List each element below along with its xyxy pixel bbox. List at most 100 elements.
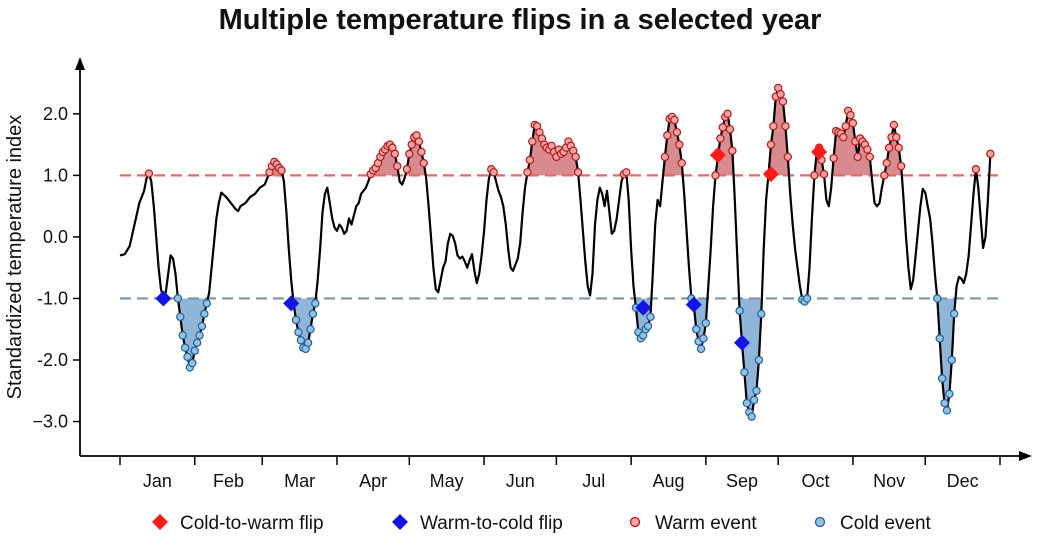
cold-event-point <box>752 386 761 395</box>
warm-event-point <box>865 152 875 162</box>
x-tick-label: Jul <box>582 471 605 491</box>
cold-event-point <box>740 368 749 377</box>
warm-event-point <box>986 149 995 159</box>
warm-event-point <box>489 168 498 177</box>
warm-event-point <box>896 161 906 171</box>
warm-event-point <box>144 169 154 178</box>
warm-to-cold-flip-marker <box>635 299 652 316</box>
x-tick-label: Jan <box>143 471 172 491</box>
warm-event-point <box>819 169 829 179</box>
legend-warm-event-marker <box>629 516 641 528</box>
cold-event-point <box>749 395 759 405</box>
cold-event-point <box>937 374 947 383</box>
cold-event-point <box>646 312 655 322</box>
warm-event-point <box>894 143 903 152</box>
warm-event-point <box>675 140 684 149</box>
x-tick-label: Dec <box>947 471 979 491</box>
warm-event-point <box>716 134 725 143</box>
cold-event-point <box>699 334 708 343</box>
warm-event-point <box>829 153 838 163</box>
warm-event-point <box>277 166 286 175</box>
y-axis-label: Standardized temperature index <box>4 115 26 400</box>
legend-label: Warm event <box>655 513 757 534</box>
warm-event-point <box>670 115 679 125</box>
cold-event-point <box>747 412 756 421</box>
warm-event-point <box>528 137 537 146</box>
cold-event-point <box>200 309 209 319</box>
cold-event-point <box>180 343 190 352</box>
cold-to-warm-flip-marker <box>811 144 828 160</box>
warm-event-point <box>889 120 899 130</box>
warm-event-point <box>882 158 891 168</box>
warm-event-point <box>414 137 424 146</box>
warm-event-point <box>672 128 682 137</box>
cold-to-warm-flip-marker <box>762 166 779 183</box>
y-tick-label: 1.0 <box>43 165 68 185</box>
warm-event-point <box>622 168 631 177</box>
warm-event-point <box>728 146 737 155</box>
x-tick-label: May <box>430 471 464 491</box>
cold-event-point <box>183 352 192 362</box>
cold-event-point <box>735 306 744 315</box>
x-tick-label: Aug <box>652 471 684 491</box>
x-tick-label: Apr <box>359 471 387 491</box>
warm-event-point <box>766 140 776 149</box>
warm-event-point <box>839 133 848 142</box>
cold-event-point <box>696 344 706 354</box>
legend-label: Warm-to-cold flip <box>420 513 563 534</box>
warm-event-point <box>677 158 686 168</box>
cold-event-point <box>942 406 952 415</box>
y-tick-label: −3.0 <box>32 412 68 432</box>
x-tick-label: Jun <box>506 471 535 491</box>
warm-event-point <box>778 97 788 106</box>
cold-event-point <box>192 338 202 347</box>
cold-event-point <box>947 355 956 365</box>
cold-event-point <box>296 336 306 345</box>
cold-event-point <box>195 331 204 340</box>
warm-event-point <box>971 165 981 174</box>
cold-event-point <box>935 334 944 343</box>
legend-cold-event-marker <box>814 516 826 528</box>
warm-to-cold-flip-marker <box>685 296 702 313</box>
warm-event-point <box>723 109 732 119</box>
x-tick-label: Oct <box>802 471 830 491</box>
warm-event-point <box>810 171 819 180</box>
cold-event-point <box>173 294 183 303</box>
cold-event-point <box>190 346 199 355</box>
warm-event-point <box>725 125 735 134</box>
threshold-lines <box>120 174 1000 300</box>
legend: Cold-to-warm flip Warm-to-cold flip Warm e… <box>152 513 932 534</box>
warm-event-point <box>846 110 855 120</box>
warm-event-point <box>407 140 416 149</box>
legend-label: Cold event <box>840 513 932 534</box>
warm-event-point <box>523 168 532 177</box>
cold-event-point <box>178 331 187 340</box>
warm-event-point <box>419 158 428 168</box>
cold-event-point <box>197 321 207 331</box>
warm-event-point <box>892 133 901 142</box>
cold-event-point <box>742 398 752 408</box>
cold-event-point <box>945 389 954 399</box>
warm-event-point <box>390 149 400 159</box>
cold-event-area <box>177 298 208 368</box>
legend-warm-to-cold-marker <box>392 514 408 530</box>
cold-event-point <box>202 299 211 308</box>
warm-event-point <box>402 165 412 174</box>
axes: 2.0 1.0 0.0 -1.0 -2.0 −3.0 Jan Feb Mar Apr May Jun J… <box>32 57 1032 491</box>
cold-event-point <box>949 309 959 319</box>
cold-event-point <box>308 309 318 319</box>
warm-event-point <box>573 168 583 177</box>
cold-event-point <box>940 398 949 408</box>
cold-event-point <box>291 315 301 325</box>
x-tick-label: Feb <box>213 471 244 491</box>
cold-event-point <box>311 299 320 308</box>
cold-event-point <box>303 338 313 347</box>
x-axis-arrow <box>1019 451 1032 461</box>
warm-event-point <box>863 145 872 154</box>
warm-event-point <box>405 149 414 159</box>
warm-event-point <box>884 143 894 152</box>
warm-event-point <box>660 152 670 162</box>
warm-event-point <box>393 161 402 171</box>
warm-event-area <box>768 88 789 176</box>
